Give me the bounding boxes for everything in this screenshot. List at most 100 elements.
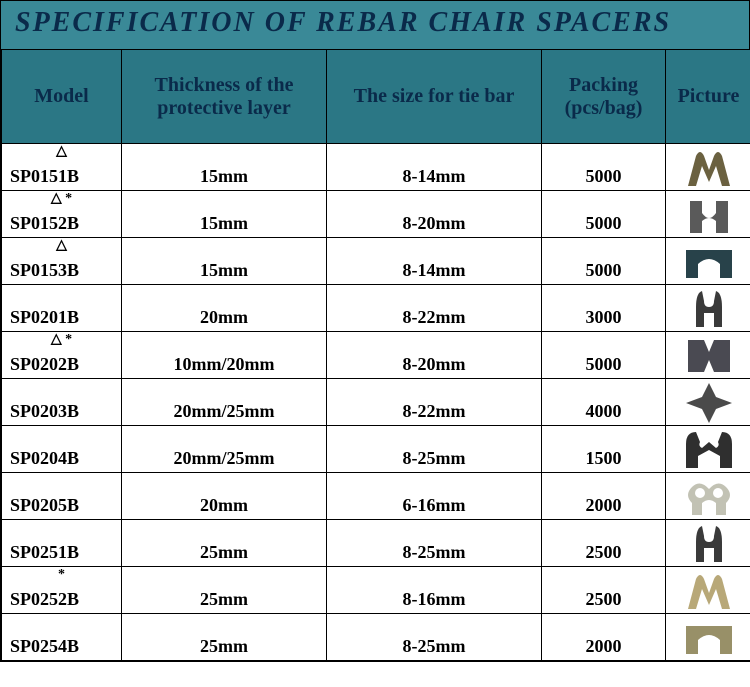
table-row: SP0251B25mm8-25mm2500 (2, 520, 750, 567)
model-code: SP0204B (10, 448, 117, 469)
cell-picture (666, 191, 750, 238)
model-code: SP0152B (10, 213, 117, 234)
cell-tiebar: 8-22mm (327, 379, 542, 426)
spacer-icon (682, 522, 736, 564)
cell-model: SP0204B (2, 426, 122, 473)
cell-model: △ SP0153B (2, 238, 122, 285)
cell-thickness: 10mm/20mm (122, 332, 327, 379)
cell-tiebar: 8-25mm (327, 520, 542, 567)
cell-picture (666, 520, 750, 567)
cell-tiebar: 8-14mm (327, 144, 542, 191)
spacer-icon (682, 146, 736, 188)
table-row: △ SP0151B15mm8-14mm5000 (2, 144, 750, 191)
col-model: Model (2, 50, 122, 144)
model-code: SP0251B (10, 542, 117, 563)
table-row: SP0254B25mm8-25mm2000 (2, 614, 750, 661)
cell-packing: 5000 (542, 144, 666, 191)
cell-packing: 5000 (542, 332, 666, 379)
spacer-icon (682, 193, 736, 235)
cell-picture (666, 238, 750, 285)
cell-packing: 2500 (542, 520, 666, 567)
col-tiebar: The size for tie bar (327, 50, 542, 144)
cell-picture (666, 379, 750, 426)
table-header-row: Model Thickness of the protective layer … (2, 50, 750, 144)
table-row: SP0204B20mm/25mm8-25mm1500 (2, 426, 750, 473)
cell-model: SP0201B (2, 285, 122, 332)
spec-table-container: SPECIFICATION OF REBAR CHAIR SPACERS Mod… (0, 0, 750, 662)
col-packing: Packing (pcs/bag) (542, 50, 666, 144)
cell-packing: 5000 (542, 238, 666, 285)
model-badge: △ (2, 145, 121, 159)
cell-thickness: 15mm (122, 144, 327, 191)
model-badge: △ (2, 239, 121, 253)
cell-model: △ * SP0152B (2, 191, 122, 238)
cell-picture (666, 567, 750, 614)
spacer-icon (682, 616, 736, 658)
table-row: * SP0252B25mm8-16mm2500 (2, 567, 750, 614)
spacer-icon (682, 287, 736, 329)
table-row: △ * SP0152B15mm8-20mm5000 (2, 191, 750, 238)
cell-tiebar: 8-20mm (327, 332, 542, 379)
cell-tiebar: 8-16mm (327, 567, 542, 614)
cell-thickness: 25mm (122, 567, 327, 614)
cell-picture (666, 426, 750, 473)
spacer-icon (682, 428, 736, 470)
model-code: SP0205B (10, 495, 117, 516)
cell-packing: 5000 (542, 191, 666, 238)
table-body: △SP0151B15mm8-14mm5000△ *SP0152B15mm8-20… (2, 144, 750, 661)
model-code: SP0254B (10, 636, 117, 657)
cell-tiebar: 8-22mm (327, 285, 542, 332)
spacer-icon (682, 240, 736, 282)
cell-thickness: 25mm (122, 520, 327, 567)
cell-model: SP0205B (2, 473, 122, 520)
spacer-icon (682, 569, 736, 611)
cell-tiebar: 6-16mm (327, 473, 542, 520)
cell-model: SP0251B (2, 520, 122, 567)
cell-tiebar: 8-20mm (327, 191, 542, 238)
cell-thickness: 20mm (122, 285, 327, 332)
cell-packing: 2000 (542, 473, 666, 520)
table-row: SP0201B20mm8-22mm3000 (2, 285, 750, 332)
col-thickness: Thickness of the protective layer (122, 50, 327, 144)
col-picture: Picture (666, 50, 750, 144)
cell-packing: 3000 (542, 285, 666, 332)
cell-picture (666, 144, 750, 191)
cell-model: SP0254B (2, 614, 122, 661)
cell-picture (666, 285, 750, 332)
model-code: SP0202B (10, 354, 117, 375)
cell-thickness: 20mm/25mm (122, 426, 327, 473)
cell-picture (666, 614, 750, 661)
model-badge: * (2, 568, 121, 582)
model-code: SP0153B (10, 260, 117, 281)
cell-model: SP0203B (2, 379, 122, 426)
cell-tiebar: 8-25mm (327, 426, 542, 473)
table-row: △ SP0153B15mm8-14mm5000 (2, 238, 750, 285)
model-code: SP0201B (10, 307, 117, 328)
cell-tiebar: 8-25mm (327, 614, 542, 661)
cell-thickness: 25mm (122, 614, 327, 661)
table-row: SP0203B20mm/25mm8-22mm4000 (2, 379, 750, 426)
cell-packing: 1500 (542, 426, 666, 473)
model-code: SP0151B (10, 166, 117, 187)
model-badge: △ * (2, 192, 121, 206)
model-code: SP0252B (10, 589, 117, 610)
spec-title: SPECIFICATION OF REBAR CHAIR SPACERS (1, 1, 749, 49)
table-row: SP0205B20mm6-16mm2000 (2, 473, 750, 520)
cell-packing: 2000 (542, 614, 666, 661)
cell-packing: 2500 (542, 567, 666, 614)
table-row: △ * SP0202B10mm/20mm8-20mm5000 (2, 332, 750, 379)
cell-thickness: 15mm (122, 191, 327, 238)
spec-table: Model Thickness of the protective layer … (1, 49, 750, 661)
cell-packing: 4000 (542, 379, 666, 426)
spacer-icon (682, 334, 736, 376)
cell-picture (666, 332, 750, 379)
model-code: SP0203B (10, 401, 117, 422)
cell-thickness: 15mm (122, 238, 327, 285)
cell-model: △ * SP0202B (2, 332, 122, 379)
cell-model: △ SP0151B (2, 144, 122, 191)
cell-thickness: 20mm/25mm (122, 379, 327, 426)
spacer-icon (682, 381, 736, 423)
cell-tiebar: 8-14mm (327, 238, 542, 285)
model-badge: △ * (2, 333, 121, 347)
spacer-icon (682, 475, 736, 517)
